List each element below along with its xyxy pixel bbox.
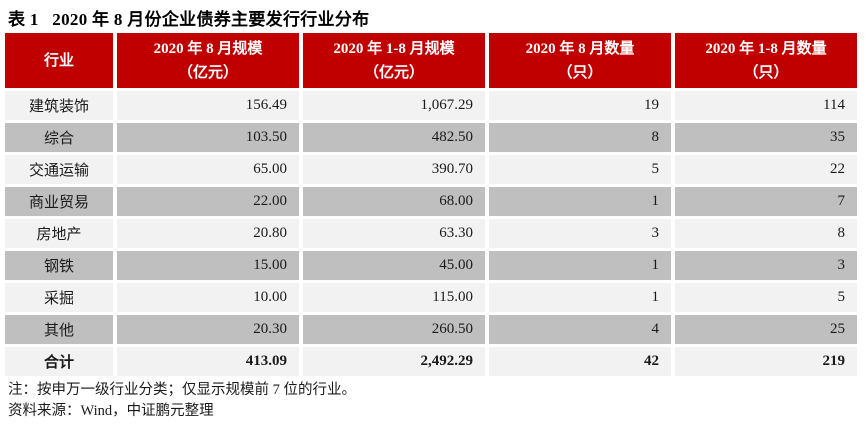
header-line2: （只） bbox=[743, 64, 789, 81]
note-source: 资料来源：Wind，中证鹏元整理 bbox=[8, 403, 214, 419]
table-row: 采掘 10.00 115.00 1 5 bbox=[5, 283, 857, 312]
table-row: 建筑装饰 156.49 1,067.29 19 114 bbox=[5, 91, 857, 120]
ytd-scale-cell: 1,067.29 bbox=[303, 91, 485, 120]
industry-cell: 房地产 bbox=[5, 219, 113, 248]
table-row: 交通运输 65.00 390.70 5 22 bbox=[5, 155, 857, 184]
ytd-scale-cell: 63.30 bbox=[303, 219, 485, 248]
header-line1: 2020 年 1-8 月规模 bbox=[333, 40, 455, 57]
header-row: 行业 2020 年 8 月规模 （亿元） 2020 年 1-8 月规模 （亿元）… bbox=[5, 33, 857, 88]
table-body: 建筑装饰 156.49 1,067.29 19 114 综合 103.50 48… bbox=[5, 91, 857, 376]
total-ytd-scale-cell: 2,492.29 bbox=[303, 347, 485, 376]
header-line2: （只） bbox=[557, 64, 603, 81]
industry-distribution-table: 行业 2020 年 8 月规模 （亿元） 2020 年 1-8 月规模 （亿元）… bbox=[1, 30, 861, 379]
ytd-scale-cell: 260.50 bbox=[303, 315, 485, 344]
table-row: 其他 20.30 260.50 4 25 bbox=[5, 315, 857, 344]
ytd-count-cell: 22 bbox=[675, 155, 857, 184]
aug-scale-cell: 15.00 bbox=[117, 251, 299, 280]
table-row: 综合 103.50 482.50 8 35 bbox=[5, 123, 857, 152]
aug-scale-cell: 156.49 bbox=[117, 91, 299, 120]
aug-count-cell: 19 bbox=[489, 91, 671, 120]
aug-count-cell: 1 bbox=[489, 187, 671, 216]
industry-cell: 综合 bbox=[5, 123, 113, 152]
table-title: 表 1 2020 年 8 月份企业债券主要发行行业分布 bbox=[8, 10, 370, 29]
footnotes: 注：按申万一级行业分类；仅显示规模前 7 位的行业。 资料来源：Wind，中证鹏… bbox=[8, 380, 356, 422]
ytd-count-cell: 5 bbox=[675, 283, 857, 312]
table-row: 商业贸易 22.00 68.00 1 7 bbox=[5, 187, 857, 216]
table-row: 钢铁 15.00 45.00 1 3 bbox=[5, 251, 857, 280]
total-row: 合计 413.09 2,492.29 42 219 bbox=[5, 347, 857, 376]
table-row: 房地产 20.80 63.30 3 8 bbox=[5, 219, 857, 248]
header-line1: 2020 年 1-8 月数量 bbox=[705, 40, 827, 57]
total-ytd-count-cell: 219 bbox=[675, 347, 857, 376]
header-line1: 2020 年 8 月规模 bbox=[153, 40, 263, 57]
industry-cell: 采掘 bbox=[5, 283, 113, 312]
aug-count-cell: 5 bbox=[489, 155, 671, 184]
aug-count-cell: 4 bbox=[489, 315, 671, 344]
ytd-count-cell: 114 bbox=[675, 91, 857, 120]
header-line2: （亿元） bbox=[177, 64, 238, 81]
ytd-count-cell: 3 bbox=[675, 251, 857, 280]
aug-count-cell: 1 bbox=[489, 251, 671, 280]
industry-cell: 商业贸易 bbox=[5, 187, 113, 216]
ytd-scale-cell: 482.50 bbox=[303, 123, 485, 152]
header-line1: 行业 bbox=[43, 52, 74, 69]
ytd-count-cell: 25 bbox=[675, 315, 857, 344]
industry-cell: 其他 bbox=[5, 315, 113, 344]
col-header-aug-count: 2020 年 8 月数量 （只） bbox=[489, 33, 671, 88]
aug-scale-cell: 22.00 bbox=[117, 187, 299, 216]
industry-cell: 建筑装饰 bbox=[5, 91, 113, 120]
aug-scale-cell: 65.00 bbox=[117, 155, 299, 184]
table-header: 行业 2020 年 8 月规模 （亿元） 2020 年 1-8 月规模 （亿元）… bbox=[5, 33, 857, 88]
ytd-count-cell: 35 bbox=[675, 123, 857, 152]
aug-scale-cell: 20.30 bbox=[117, 315, 299, 344]
ytd-scale-cell: 115.00 bbox=[303, 283, 485, 312]
ytd-scale-cell: 45.00 bbox=[303, 251, 485, 280]
aug-scale-cell: 103.50 bbox=[117, 123, 299, 152]
total-aug-count-cell: 42 bbox=[489, 347, 671, 376]
industry-cell: 钢铁 bbox=[5, 251, 113, 280]
col-header-aug-scale: 2020 年 8 月规模 （亿元） bbox=[117, 33, 299, 88]
header-line1: 2020 年 8 月数量 bbox=[525, 40, 635, 57]
aug-count-cell: 3 bbox=[489, 219, 671, 248]
aug-scale-cell: 10.00 bbox=[117, 283, 299, 312]
col-header-industry: 行业 bbox=[5, 33, 113, 88]
ytd-count-cell: 7 bbox=[675, 187, 857, 216]
aug-scale-cell: 20.80 bbox=[117, 219, 299, 248]
total-label-cell: 合计 bbox=[5, 347, 113, 376]
col-header-ytd-scale: 2020 年 1-8 月规模 （亿元） bbox=[303, 33, 485, 88]
ytd-count-cell: 8 bbox=[675, 219, 857, 248]
ytd-scale-cell: 390.70 bbox=[303, 155, 485, 184]
col-header-ytd-count: 2020 年 1-8 月数量 （只） bbox=[675, 33, 857, 88]
industry-cell: 交通运输 bbox=[5, 155, 113, 184]
total-aug-scale-cell: 413.09 bbox=[117, 347, 299, 376]
aug-count-cell: 1 bbox=[489, 283, 671, 312]
aug-count-cell: 8 bbox=[489, 123, 671, 152]
header-line2: （亿元） bbox=[363, 64, 424, 81]
ytd-scale-cell: 68.00 bbox=[303, 187, 485, 216]
note-classification: 注：按申万一级行业分类；仅显示规模前 7 位的行业。 bbox=[8, 382, 356, 398]
